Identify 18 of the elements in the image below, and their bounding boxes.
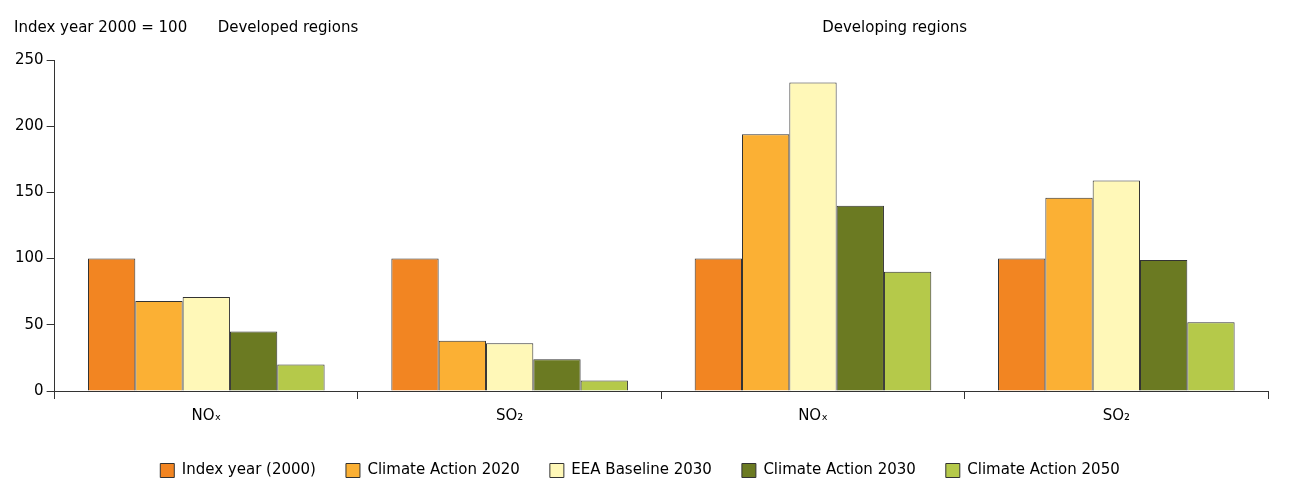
y-tick-label: 0 (34, 380, 44, 399)
text: Developed regions (217, 17, 359, 36)
y-tick-label: 50 (24, 314, 44, 333)
x-tick-label: SO₂ (1102, 405, 1130, 424)
legend-label: Index year (2000) (181, 460, 316, 479)
y-axis-title: Index year 2000 = 100 (14, 17, 188, 36)
y-tick-label: 150 (14, 182, 44, 201)
legend-label: Climate Action 2020 (367, 460, 520, 479)
y-tick-label: 100 (14, 248, 44, 267)
x-tick-label: SO₂ (495, 405, 524, 424)
legend-label: EEA Baseline 2030 (571, 460, 712, 479)
text: Developing regions (822, 17, 968, 36)
legend-label: Climate Action 2050 (967, 460, 1120, 479)
y-tick-label: 200 (14, 116, 44, 135)
legend-label: Climate Action 2030 (763, 460, 916, 479)
y-tick-label: 250 (14, 49, 44, 68)
x-tick-label: NOₓ (798, 405, 828, 424)
x-tick-label: NOₓ (191, 405, 222, 424)
